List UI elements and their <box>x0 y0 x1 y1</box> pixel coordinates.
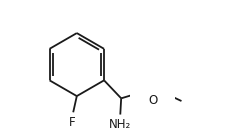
Text: NH₂: NH₂ <box>109 118 131 131</box>
Text: F: F <box>69 116 76 129</box>
Text: O: O <box>148 94 157 107</box>
